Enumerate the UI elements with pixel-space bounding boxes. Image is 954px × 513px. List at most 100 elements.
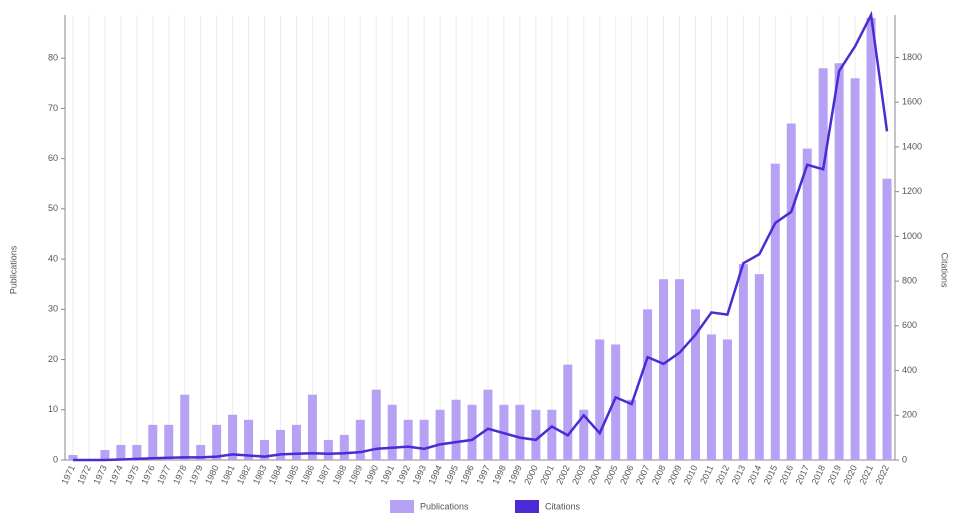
x-tick-label: 2006 xyxy=(618,464,636,486)
x-tick-label: 1983 xyxy=(251,464,269,486)
bar xyxy=(340,435,349,460)
x-tick-label: 2022 xyxy=(873,464,891,486)
x-tick-label: 1986 xyxy=(299,464,317,486)
x-tick-label: 2010 xyxy=(682,464,700,486)
y2-axis-title: Citations xyxy=(940,252,950,288)
x-tick-label: 1993 xyxy=(411,464,429,486)
bar xyxy=(739,264,748,460)
bar xyxy=(883,179,892,460)
y-tick-label: 10 xyxy=(48,404,58,414)
x-tick-label: 2003 xyxy=(570,464,588,486)
bar xyxy=(164,425,173,460)
x-tick-label: 1984 xyxy=(267,464,285,486)
y2-tick-label: 200 xyxy=(902,410,917,420)
bar xyxy=(452,400,461,460)
bar xyxy=(723,339,732,460)
x-tick-label: 1973 xyxy=(91,464,109,486)
x-tick-label: 1976 xyxy=(139,464,157,486)
bar xyxy=(835,63,844,460)
legend-swatch xyxy=(515,500,539,513)
x-tick-label: 1982 xyxy=(235,464,253,486)
bar xyxy=(707,334,716,460)
x-tick-label: 1971 xyxy=(59,464,77,486)
x-tick-label: 2020 xyxy=(842,464,860,486)
x-tick-label: 1995 xyxy=(442,464,460,486)
x-tick-label: 1978 xyxy=(171,464,189,486)
x-tick-label: 1972 xyxy=(75,464,93,486)
x-tick-label: 1990 xyxy=(363,464,381,486)
y-tick-label: 0 xyxy=(53,454,58,464)
x-tick-label: 2005 xyxy=(602,464,620,486)
bar xyxy=(595,339,604,460)
bar xyxy=(755,274,764,460)
bar xyxy=(627,400,636,460)
x-tick-label: 1998 xyxy=(490,464,508,486)
x-tick-label: 2000 xyxy=(522,464,540,486)
bar xyxy=(563,365,572,460)
x-tick-label: 1980 xyxy=(203,464,221,486)
bar xyxy=(867,18,876,460)
bar xyxy=(515,405,524,460)
bar xyxy=(643,309,652,460)
x-tick-label: 1977 xyxy=(155,464,173,486)
bar xyxy=(468,405,477,460)
x-tick-label: 2017 xyxy=(794,464,812,486)
bar xyxy=(244,420,253,460)
bar xyxy=(659,279,668,460)
bar xyxy=(483,390,492,460)
y2-tick-label: 1200 xyxy=(902,186,922,196)
x-tick-label: 1999 xyxy=(506,464,524,486)
bar xyxy=(420,420,429,460)
x-tick-label: 1992 xyxy=(395,464,413,486)
x-tick-label: 1987 xyxy=(315,464,333,486)
bar xyxy=(819,68,828,460)
bar xyxy=(100,450,109,460)
x-tick-label: 2014 xyxy=(746,464,764,486)
y-tick-label: 30 xyxy=(48,304,58,314)
x-tick-label: 2007 xyxy=(634,464,652,486)
x-tick-label: 1974 xyxy=(107,464,125,486)
x-tick-label: 1988 xyxy=(331,464,349,486)
x-tick-label: 2009 xyxy=(666,464,684,486)
y2-tick-label: 1400 xyxy=(902,141,922,151)
bar xyxy=(675,279,684,460)
bar xyxy=(771,164,780,460)
x-tick-label: 2013 xyxy=(730,464,748,486)
x-tick-label: 1989 xyxy=(347,464,365,486)
x-tick-label: 1979 xyxy=(187,464,205,486)
bar xyxy=(388,405,397,460)
y-axis-title: Publications xyxy=(8,245,18,294)
bar xyxy=(851,78,860,460)
bar xyxy=(212,425,221,460)
bar xyxy=(531,410,540,460)
x-tick-label: 2002 xyxy=(554,464,572,486)
y-tick-label: 70 xyxy=(48,103,58,113)
x-tick-label: 1996 xyxy=(458,464,476,486)
bar xyxy=(324,440,333,460)
y-tick-label: 80 xyxy=(48,53,58,63)
x-tick-label: 2021 xyxy=(857,464,875,486)
y2-tick-label: 400 xyxy=(902,365,917,375)
x-tick-label: 1981 xyxy=(219,464,237,486)
x-tick-label: 2018 xyxy=(810,464,828,486)
legend-label: Publications xyxy=(420,501,469,511)
y2-tick-label: 1600 xyxy=(902,97,922,107)
x-tick-label: 2012 xyxy=(714,464,732,486)
bar xyxy=(787,123,796,460)
bar xyxy=(308,395,317,460)
x-tick-label: 2019 xyxy=(826,464,844,486)
bar xyxy=(356,420,365,460)
x-tick-label: 2008 xyxy=(650,464,668,486)
y2-tick-label: 0 xyxy=(902,454,907,464)
y-tick-label: 40 xyxy=(48,253,58,263)
bar xyxy=(547,410,556,460)
y-tick-label: 50 xyxy=(48,203,58,213)
x-tick-label: 1985 xyxy=(283,464,301,486)
line xyxy=(73,15,887,460)
legend-label: Citations xyxy=(545,501,581,511)
bar xyxy=(148,425,157,460)
y2-tick-label: 1000 xyxy=(902,231,922,241)
x-tick-label: 2001 xyxy=(538,464,556,486)
x-tick-label: 1991 xyxy=(379,464,397,486)
bar xyxy=(116,445,125,460)
